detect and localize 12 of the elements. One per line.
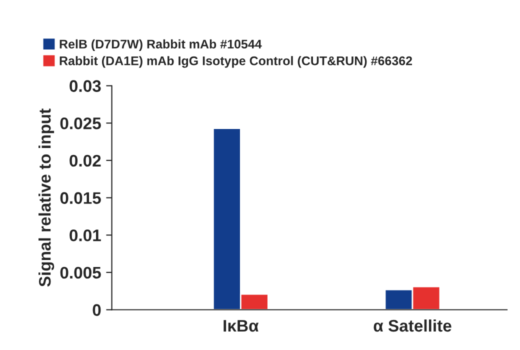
y-tick-label: 0.01 bbox=[70, 229, 101, 242]
legend-label: RelB (D7D7W) Rabbit mAb #10544 bbox=[60, 39, 262, 52]
y-tick-label: 0 bbox=[92, 304, 101, 316]
x-tick-label: IκBα bbox=[224, 320, 259, 332]
legend-label: Rabbit (DA1E) mAb IgG Isotype Control (CUT&RUN) #66362 bbox=[60, 56, 412, 68]
x-tick-label: α Satellite bbox=[374, 319, 452, 332]
y-tick-label: 0.015 bbox=[60, 192, 101, 204]
y-tick-label: 0.025 bbox=[60, 117, 101, 130]
y-tick-label: 0.03 bbox=[70, 80, 101, 92]
y-tick-label: 0.02 bbox=[70, 154, 101, 167]
y-axis-title: Signal relative to input bbox=[38, 108, 54, 287]
y-tick-label: 0.005 bbox=[60, 266, 101, 279]
